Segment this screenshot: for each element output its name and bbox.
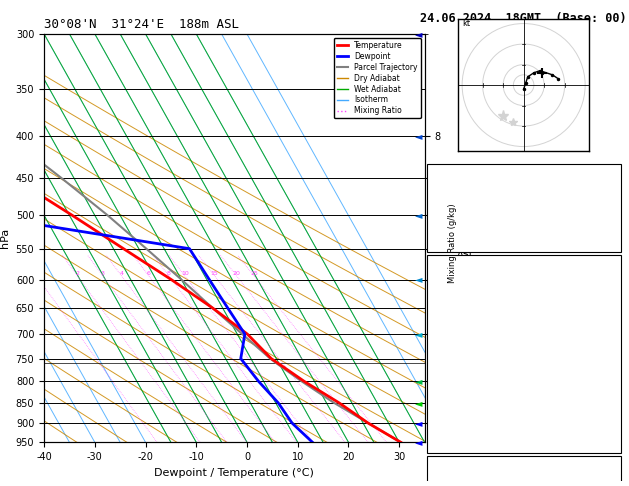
Text: 3: 3 xyxy=(101,271,105,276)
Text: 8: 8 xyxy=(167,271,171,276)
Text: 30°08'N  31°24'E  188m ASL: 30°08'N 31°24'E 188m ASL xyxy=(44,18,239,32)
Text: ◄: ◄ xyxy=(415,210,423,220)
Text: ◄: ◄ xyxy=(415,29,423,39)
Text: kt: kt xyxy=(462,18,470,28)
Text: 4: 4 xyxy=(120,271,123,276)
Text: ◄: ◄ xyxy=(415,437,423,447)
Text: © weatheronline.co.uk: © weatheronline.co.uk xyxy=(467,467,580,475)
Text: Mixing Ratio (g/kg): Mixing Ratio (g/kg) xyxy=(448,203,457,283)
Text: Most Unstable: Most Unstable xyxy=(483,467,564,477)
Text: 25: 25 xyxy=(250,271,258,276)
Text: 26: 26 xyxy=(604,177,617,187)
Text: CAPE (J): CAPE (J) xyxy=(433,377,482,386)
Y-axis label: km
ASL: km ASL xyxy=(457,238,475,260)
Text: ◄: ◄ xyxy=(415,376,423,386)
Text: Dewp (°C): Dewp (°C) xyxy=(433,294,489,304)
Bar xyxy=(426,164,621,252)
Text: 20: 20 xyxy=(233,271,240,276)
Text: 15: 15 xyxy=(211,271,219,276)
Y-axis label: hPa: hPa xyxy=(0,228,10,248)
Text: 2: 2 xyxy=(75,271,79,276)
Text: 30.3: 30.3 xyxy=(592,266,617,276)
Text: 40: 40 xyxy=(604,205,617,215)
Text: ◄: ◄ xyxy=(415,131,423,141)
Text: 10: 10 xyxy=(181,271,189,276)
Text: 0: 0 xyxy=(611,404,617,414)
Text: Lifted Index: Lifted Index xyxy=(433,349,508,359)
Text: Totals Totals: Totals Totals xyxy=(433,205,514,215)
Text: 12.9: 12.9 xyxy=(592,294,617,304)
Text: ◄: ◄ xyxy=(415,398,423,408)
Text: K: K xyxy=(433,177,439,187)
Text: LCL: LCL xyxy=(428,359,443,368)
Legend: Temperature, Dewpoint, Parcel Trajectory, Dry Adiabat, Wet Adiabat, Isotherm, Mi: Temperature, Dewpoint, Parcel Trajectory… xyxy=(333,38,421,119)
Text: Surface: Surface xyxy=(502,266,545,276)
Text: 24.06.2024  18GMT  (Base: 00): 24.06.2024 18GMT (Base: 00) xyxy=(420,12,627,25)
Text: 333: 333 xyxy=(598,321,617,331)
Text: 0: 0 xyxy=(611,377,617,386)
Text: Temp (°C): Temp (°C) xyxy=(433,266,489,276)
Text: 6: 6 xyxy=(147,271,151,276)
Text: 2.28: 2.28 xyxy=(592,232,617,242)
Text: PW (cm): PW (cm) xyxy=(433,232,476,242)
Text: ◄: ◄ xyxy=(415,275,423,284)
Text: θₑ(K): θₑ(K) xyxy=(433,321,464,331)
Text: CIN (J): CIN (J) xyxy=(433,404,476,414)
Text: ◄: ◄ xyxy=(415,329,423,339)
Text: 5: 5 xyxy=(611,349,617,359)
Text: ◄: ◄ xyxy=(415,418,423,428)
Text: 850: 850 xyxy=(598,467,617,477)
X-axis label: Dewpoint / Temperature (°C): Dewpoint / Temperature (°C) xyxy=(154,468,314,478)
Bar xyxy=(426,255,621,453)
Bar xyxy=(426,456,621,486)
Text: Pressure (mb): Pressure (mb) xyxy=(433,467,514,477)
